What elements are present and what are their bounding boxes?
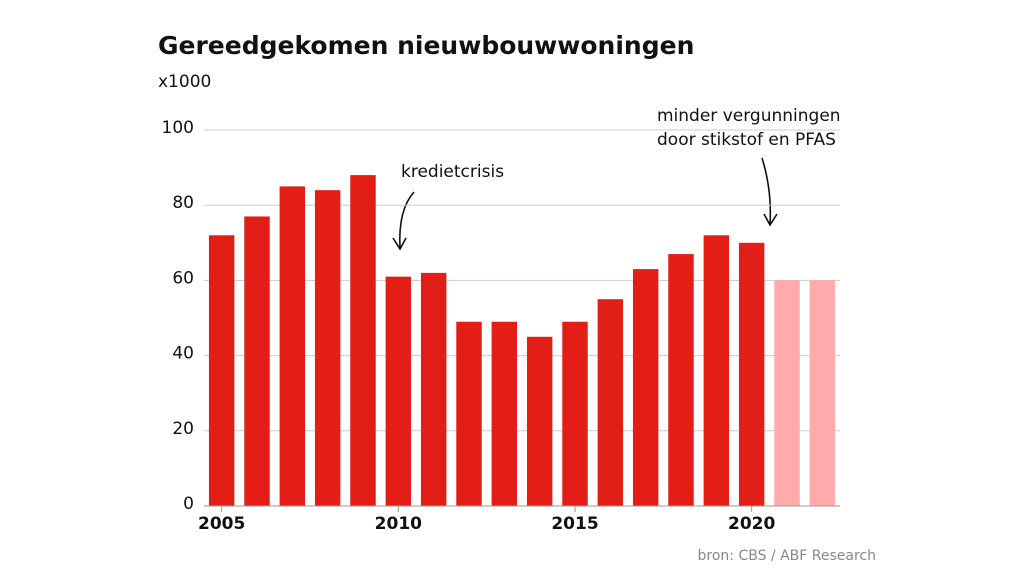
bar (420, 272, 447, 506)
bar (738, 242, 765, 507)
annotation: minder vergunningen (657, 106, 841, 126)
x-tick-label: 2005 (198, 514, 245, 534)
y-tick-label: 100 (162, 118, 194, 138)
bar (774, 280, 800, 506)
chart-subtitle: x1000 (158, 72, 211, 92)
bar (385, 276, 412, 506)
annotation-arrow (392, 191, 415, 251)
bar (279, 186, 306, 506)
bar (491, 321, 518, 506)
bar (562, 321, 588, 506)
bar (456, 321, 482, 506)
x-tick-label: 2010 (375, 514, 422, 534)
x-tick-label: 2015 (551, 514, 598, 534)
y-tick-label: 40 (172, 344, 194, 364)
y-tick-label: 0 (183, 494, 194, 514)
x-tick-label: 2020 (728, 514, 775, 534)
y-tick-label: 80 (172, 193, 194, 213)
y-tick-label: 20 (172, 419, 194, 439)
source: bron: CBS / ABF Research (698, 548, 876, 564)
bar (208, 235, 235, 506)
bar (526, 336, 553, 506)
bar (244, 216, 270, 507)
annotation: kredietcrisis (401, 162, 504, 182)
y-tick-label: 60 (172, 268, 194, 288)
bar (597, 299, 624, 506)
bar (809, 280, 836, 506)
bar (668, 254, 694, 506)
bar (314, 190, 341, 506)
bar (703, 235, 730, 506)
bar (350, 175, 376, 506)
annotation-arrow (761, 157, 778, 227)
chart-title: Gereedgekomen nieuwbouwwoningen (158, 31, 694, 60)
annotation: door stikstof en PFAS (657, 130, 836, 150)
bar (632, 269, 659, 506)
